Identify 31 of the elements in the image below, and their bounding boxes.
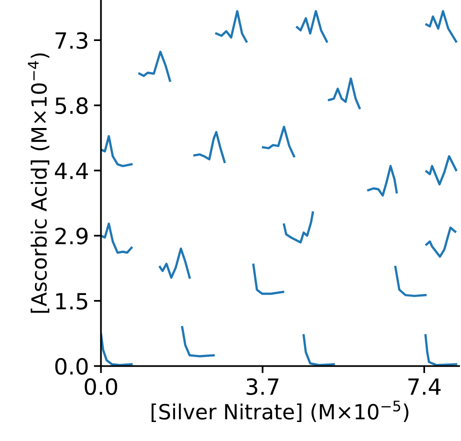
y-tick-label: 0.0 — [55, 358, 88, 375]
y-tick-label: 5.8 — [56, 97, 88, 114]
line-series — [262, 126, 296, 158]
y-tick-label: 1.5 — [56, 293, 88, 310]
line-series — [215, 10, 248, 43]
y-axis-title: [Ascorbic Acid] (M×10$^{−4}$) — [28, 53, 50, 313]
y-tick-label: 7.3 — [56, 32, 88, 49]
x-tick-label: 0.0 — [84, 378, 118, 396]
line-series — [100, 135, 133, 168]
line-series — [367, 164, 398, 197]
line-series — [425, 10, 458, 43]
line-series — [138, 50, 172, 82]
line-series — [158, 248, 191, 279]
line-series — [328, 77, 361, 110]
x-axis-title: [Silver Nitrate] (M×10$^{−5}$) — [152, 400, 408, 422]
line-series — [100, 332, 133, 366]
x-tick-label: 7.4 — [408, 378, 441, 395]
line-series — [296, 10, 328, 43]
line-series — [425, 226, 456, 258]
line-series — [181, 326, 215, 358]
x-tick-label: 3.7 — [246, 378, 278, 396]
line-series — [424, 334, 458, 366]
line-series — [425, 155, 458, 186]
line-series — [252, 264, 284, 295]
line-series — [100, 222, 133, 254]
line-series — [193, 131, 226, 164]
line-series — [394, 266, 427, 298]
line-series — [282, 211, 314, 244]
y-tick-label: 4.4 — [54, 162, 88, 179]
line-series — [302, 334, 335, 366]
y-tick-label: 2.9 — [55, 228, 88, 244]
